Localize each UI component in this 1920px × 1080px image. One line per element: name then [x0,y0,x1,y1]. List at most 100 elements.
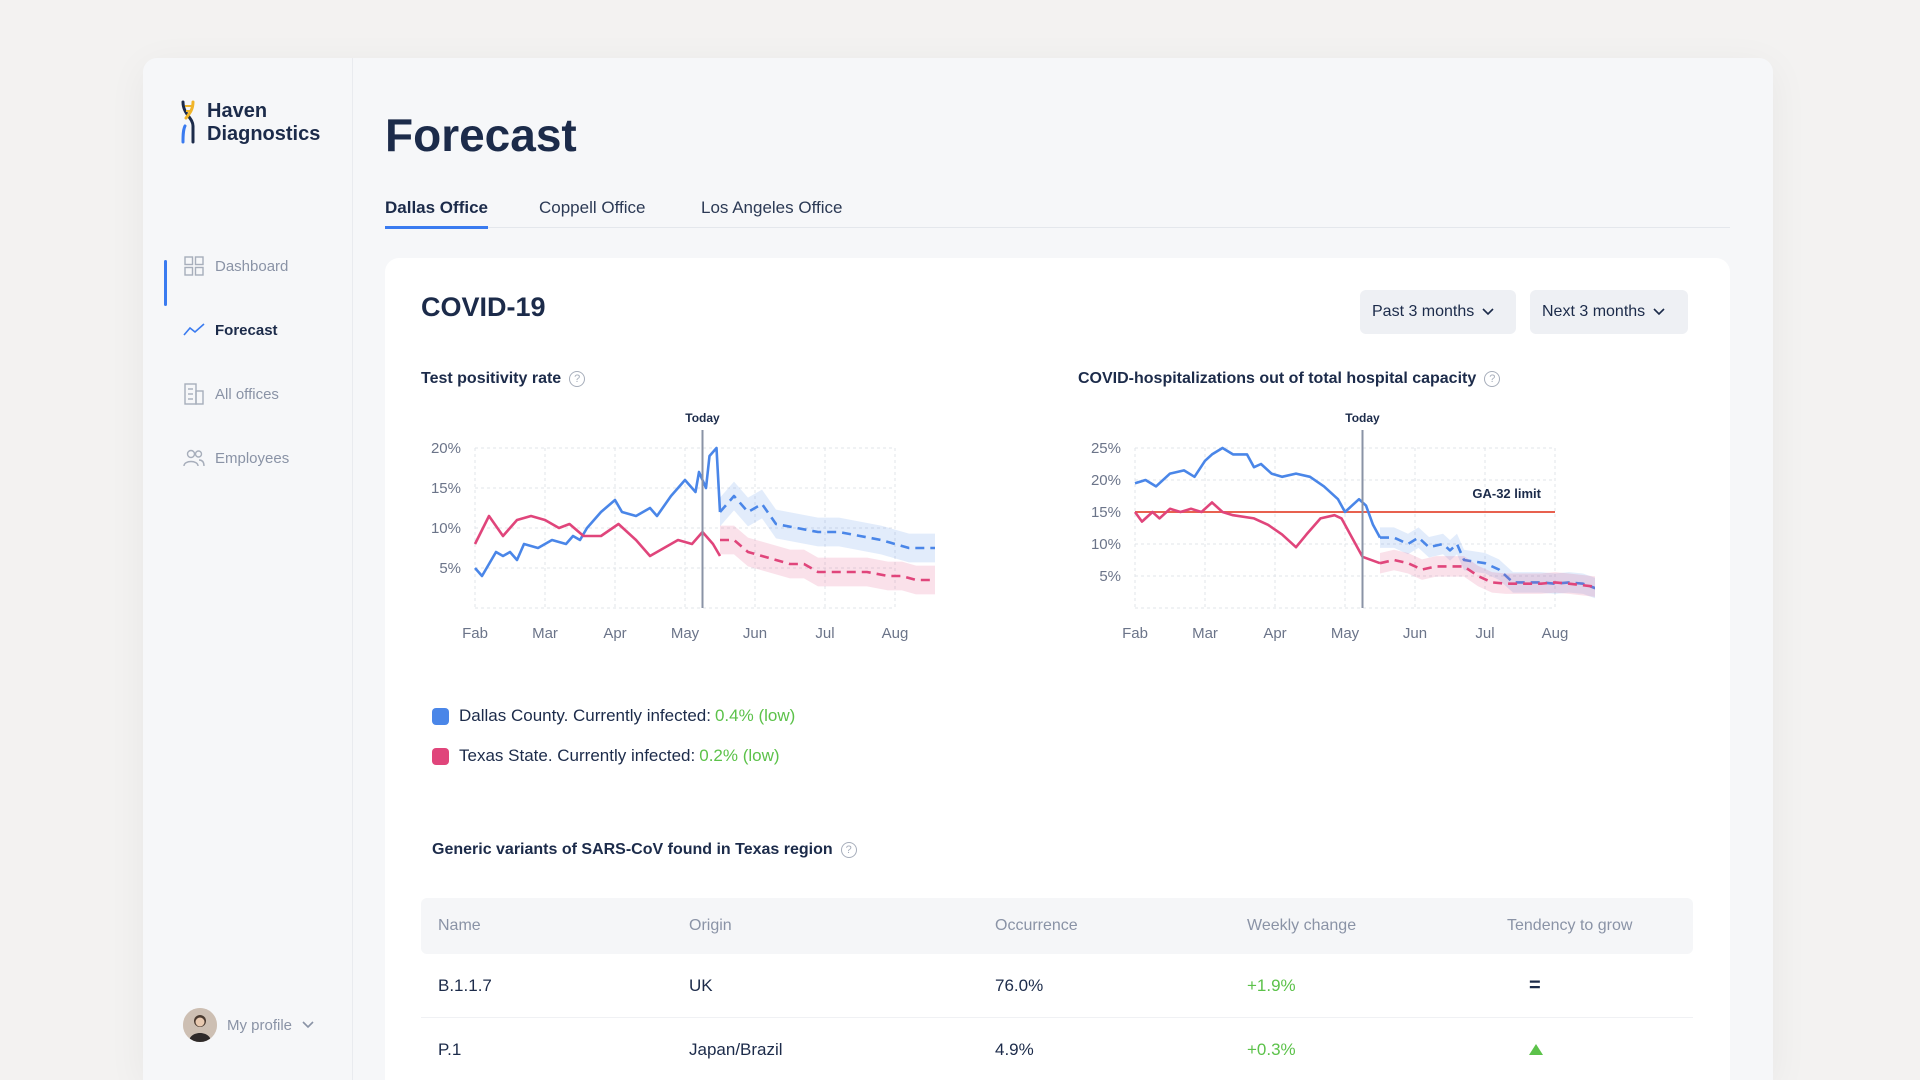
y-tick-label: 20% [1091,472,1121,489]
legend-swatch-pink [432,747,449,765]
legend-swatch-blue [432,707,449,725]
y-tick-label: 15% [431,480,461,497]
sidebar-item-label: Forecast [215,321,278,339]
brand-line-1: Haven [207,100,268,122]
triangle-up-icon [1529,1040,1543,1060]
actual-line-pink [473,514,722,558]
x-tick-label: Jul [815,625,834,642]
users-icon [183,447,205,469]
chevron-down-icon [302,1021,314,1029]
x-tick-label: Mar [532,625,558,642]
tab-dallas-office[interactable]: Dallas Office [385,198,488,229]
actual-line-blue [474,446,722,578]
x-tick-label: May [1331,625,1360,642]
forecast-band-pink [720,525,935,595]
y-tick-label: 10% [1091,536,1121,553]
chart-title-text: Test positivity rate [421,370,562,387]
y-tick-label: 10% [431,520,461,537]
actual-line-pink [1133,501,1381,565]
variants-title-text: Generic variants of SARS-CoV found in Te… [432,841,833,858]
main-content: Forecast Dallas Office Coppell Office Lo… [385,58,1773,1080]
sidebar-item-all-offices[interactable]: All offices [183,382,279,406]
tab-los-angeles-office[interactable]: Los Angeles Office [701,198,843,217]
card-title: COVID-19 [421,292,546,322]
positivity-chart: Fab Mar Apr May Jun Jul Aug 5% 10% 15% 20% Today [431,411,935,642]
variant-weekly-change: +0.3% [1247,1039,1296,1059]
variant-weekly-change: +1.9% [1247,975,1296,995]
chevron-down-icon [1482,308,1494,316]
x-tick-label: Apr [603,625,626,642]
column-header[interactable]: Name [438,917,481,934]
legend-dallas: Dallas County. Currently infected: 0.4% … [432,706,795,726]
brand-line-2: Diagnostics [207,123,321,145]
brand-logo[interactable]: Haven Diagnostics [179,100,320,146]
dropdown-label: Past 3 months [1372,303,1475,320]
today-label: Today [685,411,720,425]
y-tick-label: 5% [439,560,461,577]
sidebar-item-employees[interactable]: Employees [183,446,289,470]
forecast-band-blue [720,481,935,563]
variants-table: Name Origin Occurrence Weekly change Ten… [421,898,1693,1080]
covid-card: COVID-19 Past 3 months Next 3 months Tes… [385,258,1730,1080]
chart-title-positivity: Test positivity rate ? [421,370,586,388]
table-header: Name Origin Occurrence Weekly change Ten… [421,898,1693,954]
chart-title-text: COVID-hospitalizations out of total hosp… [1078,370,1477,387]
column-header[interactable]: Weekly change [1247,917,1357,934]
legend-texas: Texas State. Currently infected: 0.2% (l… [432,746,780,766]
legend-label: Dallas County. Currently infected: [459,706,711,725]
limit-label: GA-32 limit [1472,486,1541,501]
x-tick-label: May [671,625,700,642]
brand-name: Haven Diagnostics [207,100,320,146]
sidebar-item-forecast[interactable]: Forecast [183,318,278,342]
y-tick-label: 15% [1091,504,1121,521]
dashboard-icon [183,255,205,277]
next-range-dropdown[interactable]: Next 3 months [1530,290,1688,334]
table-row[interactable]: P.1 Japan/Brazil 4.9% +0.3% [421,1018,1693,1080]
avatar [183,1008,217,1042]
nav-active-indicator [164,260,167,306]
forecast-line-pink [720,538,935,582]
chevron-down-icon [1653,308,1665,316]
past-range-dropdown[interactable]: Past 3 months [1360,290,1516,334]
today-label: Today [1345,411,1380,425]
x-tick-label: Jul [1475,625,1494,642]
sidebar-item-label: Dashboard [215,257,289,275]
equal-icon: = [1529,974,1541,996]
y-tick-label: 5% [1099,568,1121,585]
legend-value: 0.4% (low) [714,706,796,725]
chart-title-hospitalizations: COVID-hospitalizations out of total hosp… [1078,370,1501,388]
sidebar: Haven Diagnostics Dashboard Forecast All… [143,58,353,1080]
column-header[interactable]: Origin [689,917,732,934]
x-tick-label: Apr [1263,625,1286,642]
variant-occurrence: 76.0% [995,975,1044,995]
x-tick-label: Mar [1192,625,1218,642]
x-tick-label: Aug [1542,625,1569,642]
forecast-line-pink [1379,558,1595,588]
x-tick-label: Fab [462,625,488,642]
help-icon[interactable]: ? [840,842,857,858]
trend-icon [183,319,205,341]
sidebar-item-dashboard[interactable]: Dashboard [183,254,288,278]
help-icon[interactable]: ? [1484,371,1501,387]
variant-name: B.1.1.7 [438,975,492,995]
variant-occurrence: 4.9% [995,1039,1034,1059]
variants-title: Generic variants of SARS-CoV found in Te… [432,841,857,859]
profile-menu[interactable]: My profile [183,1008,314,1042]
x-tick-label: Jun [743,625,767,642]
table-row[interactable]: B.1.1.7 UK 76.0% +1.9% = [421,954,1693,1018]
y-tick-label: 20% [431,440,461,457]
sidebar-item-label: All offices [215,385,279,403]
building-icon [183,383,205,405]
variant-origin: UK [689,975,713,995]
x-tick-label: Aug [882,625,909,642]
actual-line-blue [1134,446,1382,539]
hospitalization-chart: Fab Mar Apr May Jun Jul Aug 5% 10% 15% 20% 25% GA-32… [1091,411,1595,642]
x-tick-label: Jun [1403,625,1427,642]
tab-coppell-office[interactable]: Coppell Office [539,198,646,217]
help-icon[interactable]: ? [569,371,586,387]
column-header[interactable]: Occurrence [995,917,1078,934]
column-header[interactable]: Tendency to grow [1507,917,1633,934]
y-tick-label: 25% [1091,440,1121,457]
forecast-band-pink [1380,549,1595,597]
forecast-line-blue [719,494,935,550]
